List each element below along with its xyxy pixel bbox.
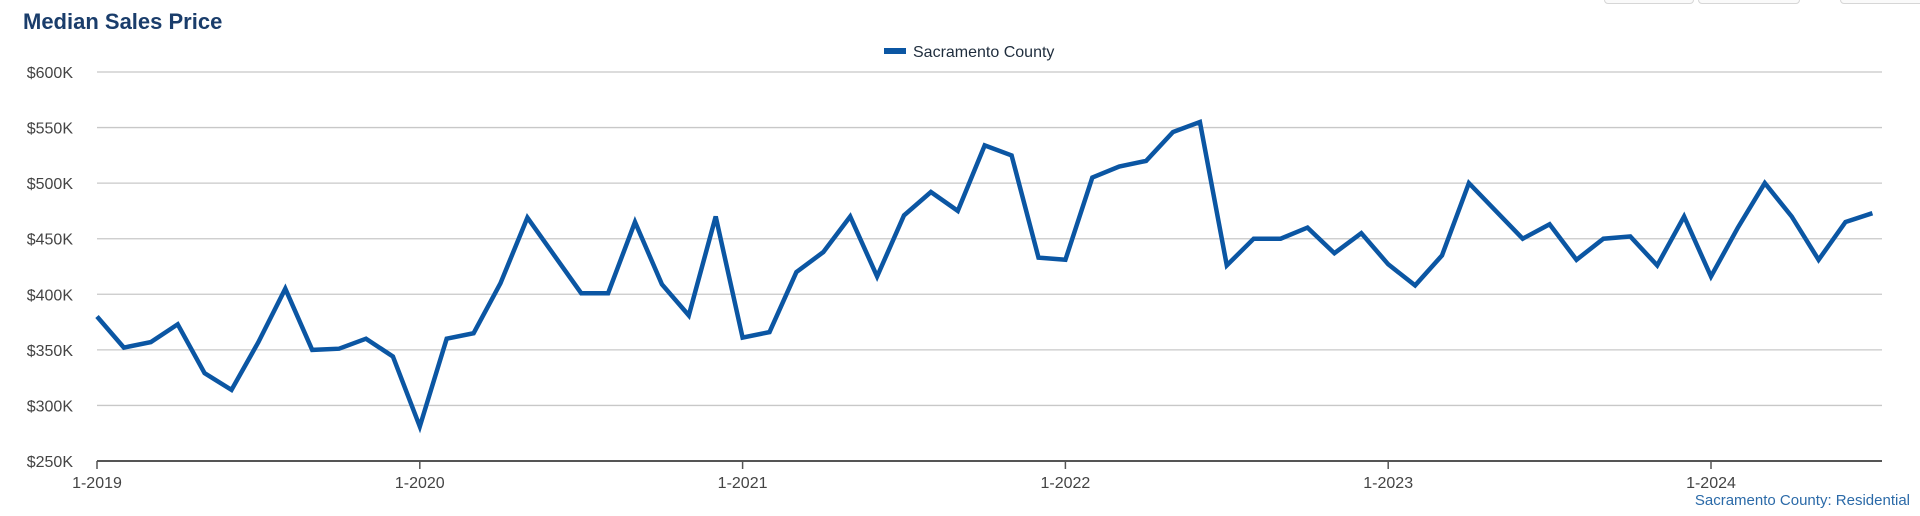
data-source-label: Sacramento County: Residential xyxy=(1694,492,1910,509)
y-tick-label: $300K xyxy=(27,398,74,415)
x-tick-label: 1-2024 xyxy=(1686,475,1736,492)
y-tick-label: $400K xyxy=(27,287,74,304)
y-axis-ticks: $250K $300K $350K $400K $450K $500K $550K $600K xyxy=(27,65,74,471)
y-tick-label: $450K xyxy=(27,232,74,249)
legend: Sacramento County xyxy=(884,44,1054,61)
y-tick-label: $350K xyxy=(27,343,74,360)
x-tick-label: 1-2023 xyxy=(1363,475,1413,492)
y-tick-label: $500K xyxy=(27,176,74,193)
series-line xyxy=(95,118,1874,434)
grid-lines xyxy=(97,71,1882,462)
x-tick-label: 1-2020 xyxy=(395,475,445,492)
x-tick-label: 1-2019 xyxy=(72,475,122,492)
chart-title: Median Sales Price xyxy=(23,9,223,34)
x-tick-label: 1-2021 xyxy=(718,475,768,492)
legend-label: Sacramento County xyxy=(913,44,1054,61)
x-axis-ticks: 1-2019 1-2020 1-2021 1-2022 1-2023 1-2024 xyxy=(72,461,1736,492)
series-layer xyxy=(95,118,1874,434)
menu-button[interactable] xyxy=(1840,0,1920,4)
y-tick-label: $250K xyxy=(27,454,74,471)
x-tick-label: 1-2022 xyxy=(1040,475,1090,492)
y-tick-label: $600K xyxy=(27,65,74,82)
y-tick-label: $550K xyxy=(27,121,74,138)
